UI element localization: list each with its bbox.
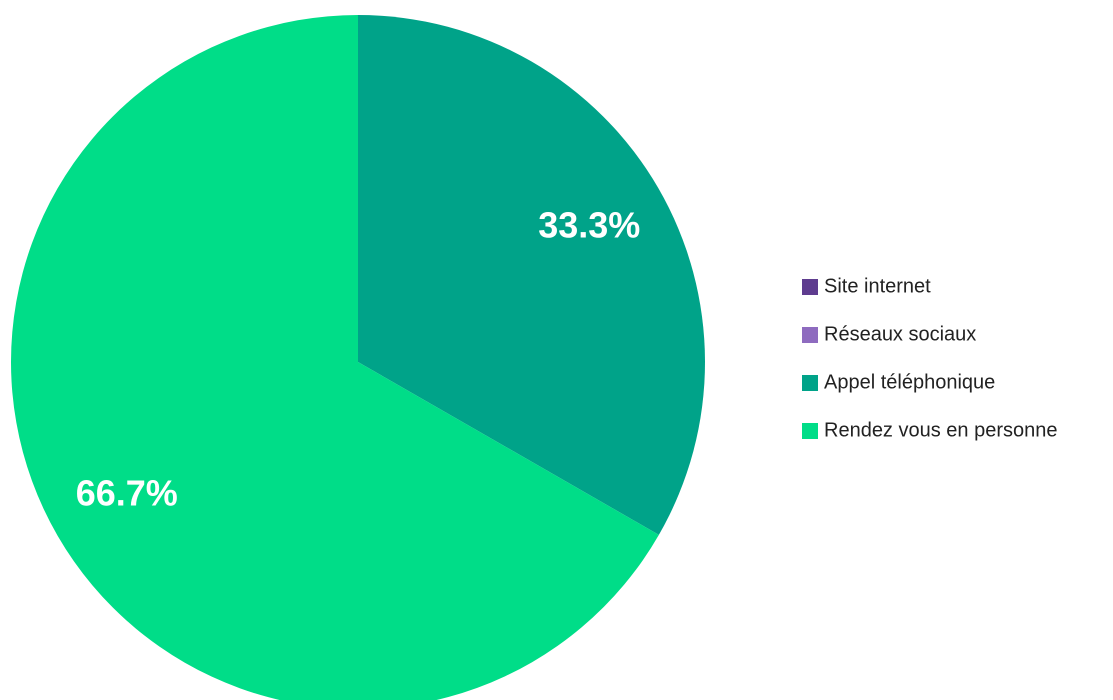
slice-label: 33.3%	[538, 205, 640, 246]
pie-slice	[11, 15, 659, 700]
pie-slice	[358, 15, 705, 535]
legend-swatch	[802, 279, 818, 295]
legend-label: Réseaux sociaux	[824, 323, 976, 345]
legend-swatch	[802, 423, 818, 439]
slice-label: 66.7%	[76, 472, 178, 513]
legend-label: Site internet	[824, 275, 931, 297]
legend-label: Appel téléphonique	[824, 371, 995, 393]
legend-label: Rendez vous en personne	[824, 419, 1058, 441]
legend-swatch	[802, 375, 818, 391]
legend-swatch	[802, 327, 818, 343]
